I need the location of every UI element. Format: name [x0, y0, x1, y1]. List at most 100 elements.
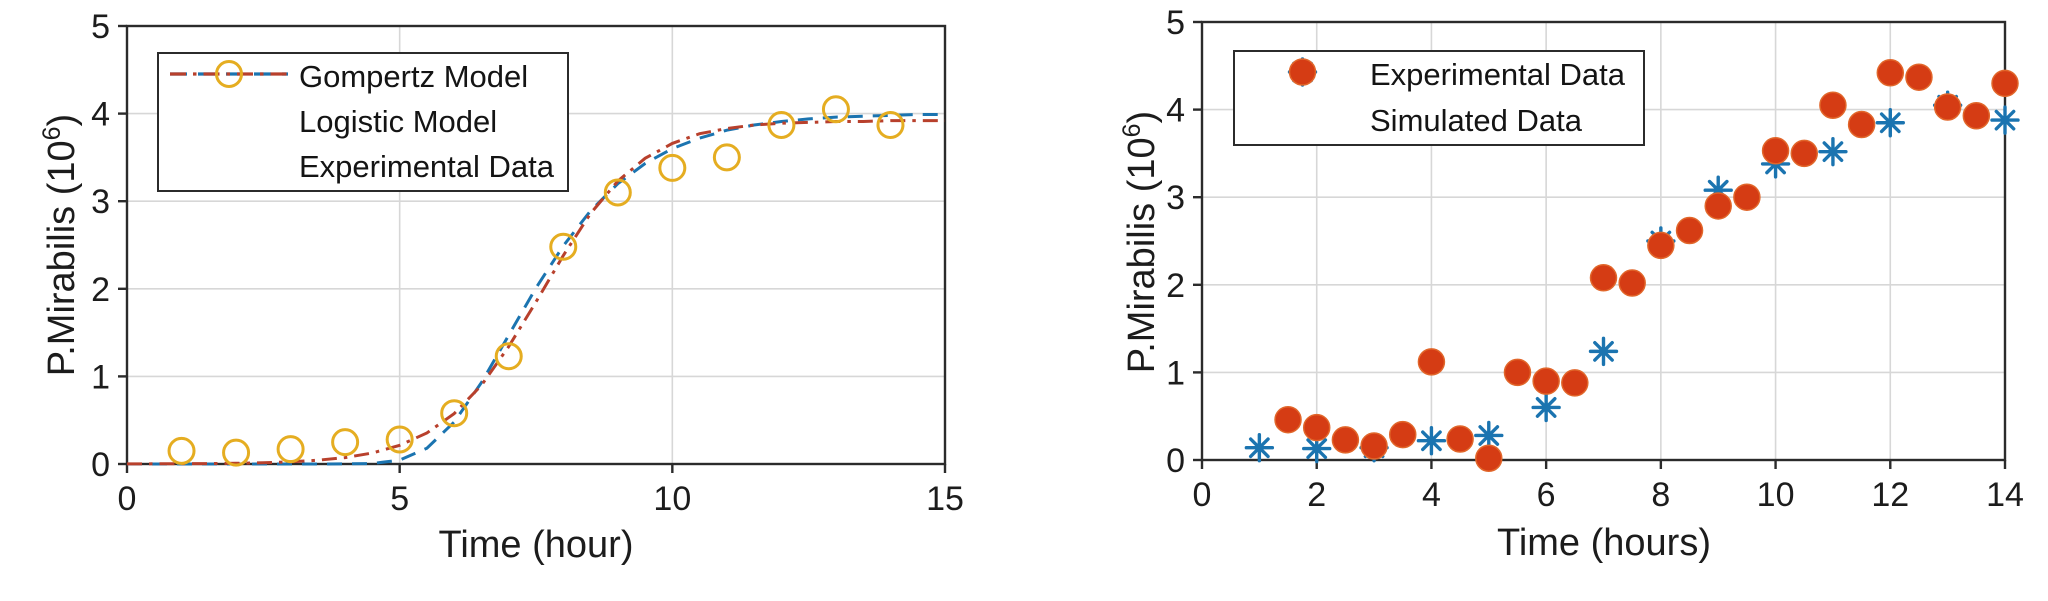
experimental-data-point: [1531, 392, 1561, 423]
legend-entry: Simulated Data: [1235, 58, 1643, 144]
x-tick-label: 0: [1193, 476, 1212, 514]
x-tick-label: 0: [118, 480, 137, 518]
simulated-data-point: [1532, 367, 1560, 395]
simulated-data-point: [1733, 183, 1761, 211]
simulated-data-point: [1876, 59, 1905, 87]
y-tick-label: 0: [1166, 442, 1185, 480]
x-tick-label: 5: [390, 480, 409, 518]
plot-box: [125, 24, 947, 466]
simulated-data-point: [1360, 432, 1388, 460]
legend-entry: Experimental Data: [159, 60, 567, 190]
legend-label: Gompertz Model: [299, 58, 529, 94]
simulated-data-point: [1503, 358, 1532, 387]
x-tick-label: 15: [926, 480, 964, 518]
experimental-data-point: [1474, 420, 1504, 451]
y-tick-label: 3: [91, 183, 110, 221]
experimental-data-point: [1244, 433, 1275, 463]
x-tick-label: 14: [1986, 476, 2024, 514]
legend-label: Logistic Model: [299, 103, 498, 139]
experimental-data-point: [1818, 136, 1848, 167]
y-tick-label: 3: [1166, 179, 1185, 217]
experimental-data-point: [821, 95, 850, 124]
experimental-data-point: [1990, 105, 2020, 135]
simulated-data-point: [1991, 69, 2019, 98]
circle-open-icon: [215, 60, 243, 88]
simulated-data-point: [1675, 216, 1704, 245]
simulated-data-point: [1761, 137, 1790, 165]
right-legend: Experimental Data Simulated Data: [1233, 50, 1645, 146]
y-tick-label: 2: [91, 271, 110, 309]
simulated-data-point: [1446, 425, 1474, 453]
simulated-data-point: [1561, 369, 1589, 397]
dashdot-icon: [170, 72, 288, 76]
left-figure: 0 5 10 15 0 1 2 3 4 5 P.Mirabilis (106) Time (hou…: [37, 8, 964, 566]
experimental-data-point: [876, 110, 905, 139]
simulated-data-point: [1589, 264, 1618, 292]
experimental-data-point: [1588, 336, 1619, 367]
y-axis-label-text: P.Mirabilis (106): [37, 113, 83, 377]
experimental-data-point: [712, 143, 741, 172]
simulated-data-point: [1475, 444, 1503, 472]
y-tick-label: 1: [91, 358, 110, 396]
legend-label: Simulated Data: [1370, 103, 1582, 138]
x-tick-label: 4: [1422, 476, 1441, 514]
logistic-model-line: [126, 119, 945, 466]
plot-box: [1200, 20, 2007, 462]
experimental-data-point: [167, 436, 196, 465]
legend-label: Experimental Data: [1370, 57, 1626, 92]
simulated-data-point: [1331, 426, 1360, 454]
y-tick-label: 2: [1166, 267, 1185, 305]
x-tick-label: 10: [653, 480, 691, 518]
simulated-data-point: [1933, 93, 1962, 121]
simulated-data-point: [1704, 192, 1732, 220]
y-tick-label: 1: [1166, 354, 1185, 392]
x-tick-label: 2: [1307, 476, 1326, 514]
right-figure: 0 2 4 6 8 10 12 14 0 1 2 3 4 5 P.Mirabilis (106) Time…: [1024, 0, 2048, 601]
simulated-data-point: [1274, 405, 1302, 434]
experimental-data-point: [385, 425, 414, 454]
x-tick-label: 8: [1651, 476, 1670, 514]
experimental-data-point: [276, 435, 305, 464]
y-tick-label: 0: [91, 446, 110, 484]
legend-label: Experimental Data: [299, 149, 555, 185]
x-tick-label: 6: [1537, 476, 1556, 514]
simulated-data-point: [1647, 231, 1675, 260]
left-y-axis-label: P.Mirabilis (106): [37, 15, 87, 475]
circle-open-sample: [215, 60, 243, 88]
experimental-data-point: [1875, 108, 1905, 138]
x-tick-label: 12: [1871, 476, 1909, 514]
experimental-data-point: [440, 399, 469, 428]
right-y-axis-label: P.Mirabilis (106): [1117, 12, 1167, 472]
simulated-data-point: [1618, 269, 1646, 297]
experimental-data-point: [222, 438, 251, 467]
y-tick-label: 5: [1166, 4, 1185, 42]
experimental-data-point: [549, 232, 578, 261]
experimental-data-point: [603, 178, 632, 207]
left-x-axis-label: Time (hour): [438, 524, 634, 566]
simulated-data-point: [1389, 420, 1417, 449]
simulated-data-point: [1847, 110, 1876, 139]
experimental-data-point: [1416, 426, 1447, 456]
simulated-data-point: [1819, 91, 1847, 119]
circle-filled-icon: [1288, 58, 1317, 86]
y-tick-label: 4: [1166, 92, 1185, 130]
x-tick-label: 10: [1757, 476, 1795, 514]
experimental-data-point: [331, 428, 360, 457]
legend-entry: Experimental Data: [1235, 52, 1643, 98]
y-tick-label: 5: [91, 8, 110, 46]
experimental-data-point: [767, 110, 796, 139]
y-tick-label: 4: [91, 96, 110, 134]
legend-entry: Logistic Model: [159, 72, 567, 144]
y-axis-label-superscript: 6: [1117, 123, 1146, 138]
simulated-data-point: [1905, 63, 1933, 91]
y-axis-label-superscript: 6: [37, 126, 66, 141]
simulated-data-point: [1790, 139, 1818, 168]
circle-filled-sample: [1288, 58, 1317, 86]
experimental-data-point: [1703, 175, 1733, 205]
experimental-data-point: [494, 342, 523, 371]
simulated-data-point: [1417, 348, 1446, 376]
left-legend: Gompertz Model Logistic Model Experimental…: [157, 52, 569, 192]
simulated-data-point: [1962, 101, 1991, 130]
